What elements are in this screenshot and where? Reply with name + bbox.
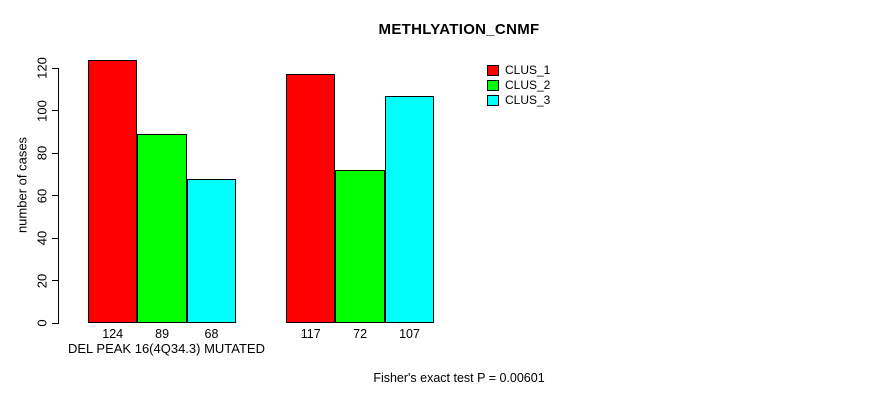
y-axis-title: number of cases [14,136,30,234]
legend-label: CLUS_1 [505,63,551,77]
bar-CLUS_1-group-2 [286,74,336,323]
legend-item-CLUS_1: CLUS_1 [487,63,550,78]
y-tick-label: 40 [34,230,50,246]
y-tick-label: 100 [34,99,50,122]
legend-swatch-icon [487,65,499,76]
y-tick-label: 0 [34,319,50,327]
bar-value-label: 68 [204,327,219,341]
y-tick-label: 120 [34,57,50,79]
bar-value-label: 72 [353,327,368,341]
legend-swatch-icon [487,80,499,91]
y-tick [52,280,59,281]
y-tick [52,67,59,69]
y-tick [52,237,59,239]
y-tick-label: 80 [34,145,50,161]
bar-CLUS_2-group-2 [335,170,385,323]
legend: CLUS_1 CLUS_2 CLUS_3 [487,63,550,108]
chart-title: METHLYATION_CNMF [378,21,540,38]
bar-value-label: 89 [155,327,170,341]
bar-value-label: 124 [102,327,124,341]
legend-swatch-icon [487,95,499,106]
legend-label: CLUS_2 [505,78,551,92]
legend-item-CLUS_3: CLUS_3 [487,93,550,108]
x-axis-label: DEL PEAK 16(4Q34.3) MUTATED [68,341,265,356]
y-tick [52,195,59,196]
bar-CLUS_2-group-1 [137,133,187,323]
y-tick-label: 60 [34,188,50,203]
y-tick-label: 20 [34,273,50,288]
bar-CLUS_3-group-2 [384,95,435,323]
bar-CLUS_3-group-1 [186,178,237,323]
y-tick [52,152,59,154]
bar-value-label: 107 [399,327,420,341]
bar-CLUS_1-group-1 [88,59,138,323]
y-tick [52,110,59,111]
legend-label: CLUS_3 [505,93,551,107]
legend-item-CLUS_2: CLUS_2 [487,78,550,93]
y-tick [52,322,59,324]
bar-value-label: 117 [300,327,321,341]
footnote: Fisher's exact test P = 0.00601 [373,371,545,385]
